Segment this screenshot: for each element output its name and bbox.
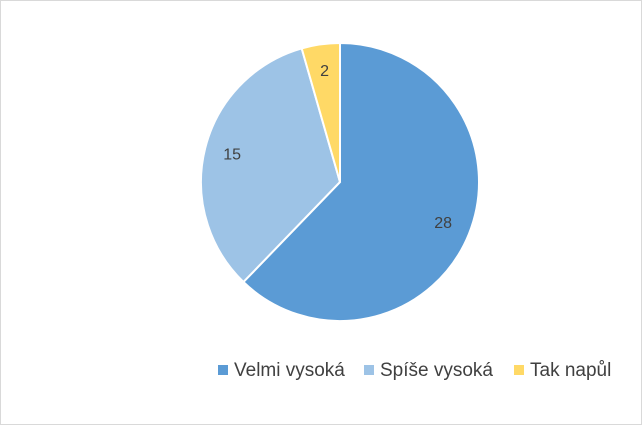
data-label: 28 — [434, 215, 452, 232]
legend-label: Spíše vysoká — [380, 360, 493, 381]
pie-slice — [200, 47, 342, 284]
data-label: 2 — [320, 63, 329, 80]
legend-swatch — [218, 365, 228, 375]
legend-label: Tak napůl — [530, 360, 611, 381]
legend-label: Velmi vysoká — [234, 360, 345, 381]
pie-slice — [300, 41, 341, 183]
data-label: 15 — [223, 146, 241, 163]
legend-swatch — [514, 365, 524, 375]
legend-swatch — [364, 365, 374, 375]
pie-slice — [242, 41, 480, 322]
